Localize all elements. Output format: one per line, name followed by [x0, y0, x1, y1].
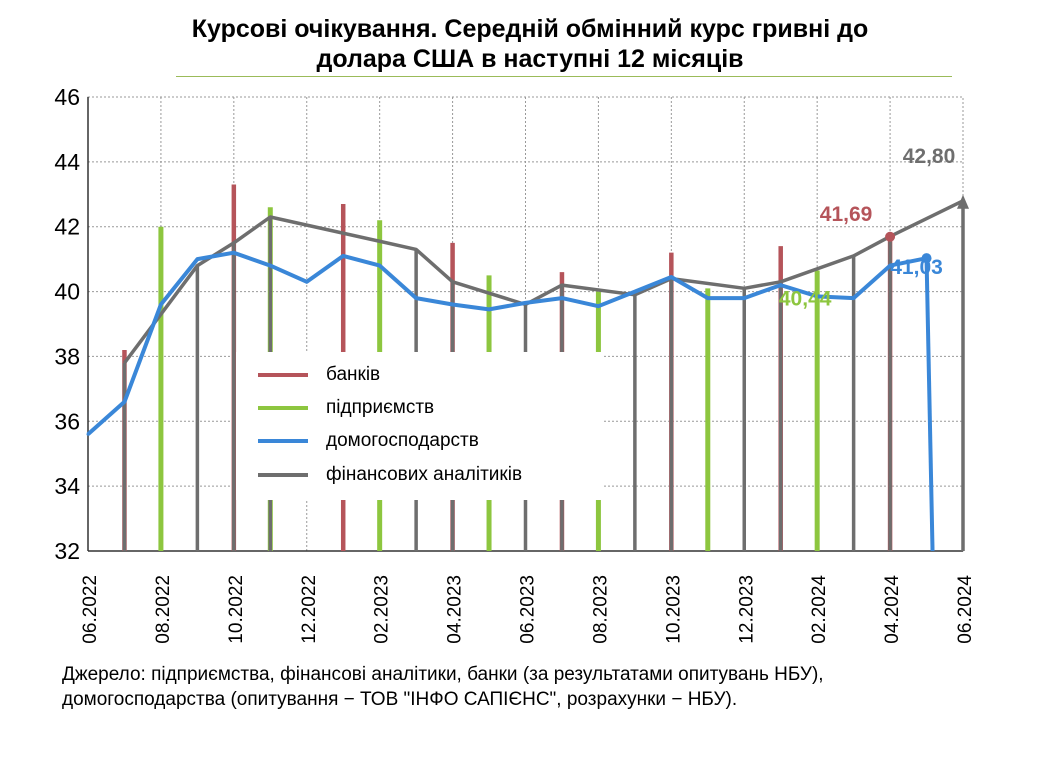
legend-label-enterprises: підприємств	[326, 397, 435, 418]
x-tick-label: 12.2023	[736, 575, 757, 644]
x-tick-label: 04.2024	[882, 575, 903, 644]
legend-swatch-analysts	[258, 473, 308, 477]
legend: банків підприємств домогосподарств фінан…	[236, 352, 602, 500]
legend-label-households: домогосподарств	[326, 430, 479, 451]
x-tick-label: 08.2023	[590, 575, 611, 644]
households-point	[414, 296, 418, 300]
source-line2: домогосподарства (опитування − ТОВ "ІНФО…	[62, 689, 738, 710]
y-tick-label: 42	[54, 214, 80, 240]
x-tick-label: 06.2024	[955, 575, 976, 644]
chart-title: Курсові очікування. Середній обмінний ку…	[90, 14, 970, 74]
analysts-line	[123, 199, 964, 364]
legend-swatch-banks	[258, 373, 308, 377]
households-point	[742, 296, 746, 300]
x-tick-label: 08.2022	[153, 575, 174, 644]
households-point	[706, 296, 710, 300]
households-point	[779, 283, 783, 287]
y-tick-label: 32	[54, 538, 80, 564]
households-point	[268, 264, 272, 268]
analysts-end-marker	[957, 194, 969, 209]
banks-end-marker	[885, 231, 896, 242]
x-tick-label: 04.2023	[445, 575, 466, 644]
annotation-layer: 41,69 42,80 40,44 41,03	[779, 145, 955, 311]
y-tick-label: 46	[54, 84, 80, 110]
x-tick-label: 10.2022	[226, 575, 247, 644]
x-tick-label: 10.2023	[663, 575, 684, 644]
households-point	[86, 432, 90, 436]
x-tick-label: 12.2022	[299, 575, 320, 644]
x-tick-label: 06.2022	[80, 575, 101, 644]
legend-item-enterprises: підприємств	[236, 393, 434, 423]
households-point	[305, 280, 309, 284]
households-point	[341, 254, 345, 258]
households-point	[159, 303, 163, 307]
legend-swatch-households	[258, 439, 308, 443]
series-households	[86, 250, 935, 552]
legend-item-households: домогосподарств	[236, 426, 479, 456]
chart-title-line1: Курсові очікування. Середній обмінний ку…	[191, 15, 869, 43]
data-label-enterprises: 40,44	[779, 287, 832, 310]
data-label-households: 41,03	[890, 256, 943, 279]
households-point	[596, 304, 600, 308]
households-point	[815, 294, 819, 298]
households-point	[669, 275, 673, 279]
households-point	[122, 400, 126, 404]
y-tick-label: 38	[54, 343, 80, 369]
households-drop	[924, 258, 935, 552]
households-point	[378, 264, 382, 268]
chart-title-line2: долара США в наступні 12 місяців	[316, 45, 744, 73]
y-tick-label: 34	[54, 473, 80, 499]
households-point	[560, 296, 564, 300]
legend-label-banks: банків	[326, 364, 381, 385]
legend-item-banks: банків	[236, 360, 380, 390]
y-tick-label: 40	[54, 279, 80, 305]
y-tick-label: 44	[54, 149, 80, 175]
data-label-analysts: 42,80	[903, 145, 956, 168]
households-point	[524, 301, 527, 305]
legend-label-analysts: фінансових аналітиків	[326, 464, 523, 485]
source-note: Джерело: підприємства, фінансові аналіти…	[62, 662, 1022, 712]
x-tick-label: 02.2023	[372, 575, 393, 644]
households-point	[888, 264, 892, 268]
legend-item-analysts: фінансових аналітиків	[236, 460, 522, 490]
data-label-banks: 41,69	[820, 203, 873, 226]
households-end-marker	[921, 253, 932, 264]
households-line	[86, 250, 927, 436]
source-line1: Джерело: підприємства, фінансові аналіти…	[62, 664, 824, 685]
households-point	[487, 307, 491, 311]
households-point	[633, 290, 637, 294]
y-tick-label: 36	[54, 408, 80, 434]
title-underline	[176, 76, 952, 77]
households-point	[451, 303, 455, 307]
x-tick-label: 06.2023	[518, 575, 539, 644]
legend-swatch-enterprises	[258, 406, 308, 410]
households-point	[195, 257, 199, 261]
households-point	[852, 296, 856, 300]
x-tick-label: 02.2024	[809, 575, 830, 644]
households-point	[232, 251, 236, 255]
